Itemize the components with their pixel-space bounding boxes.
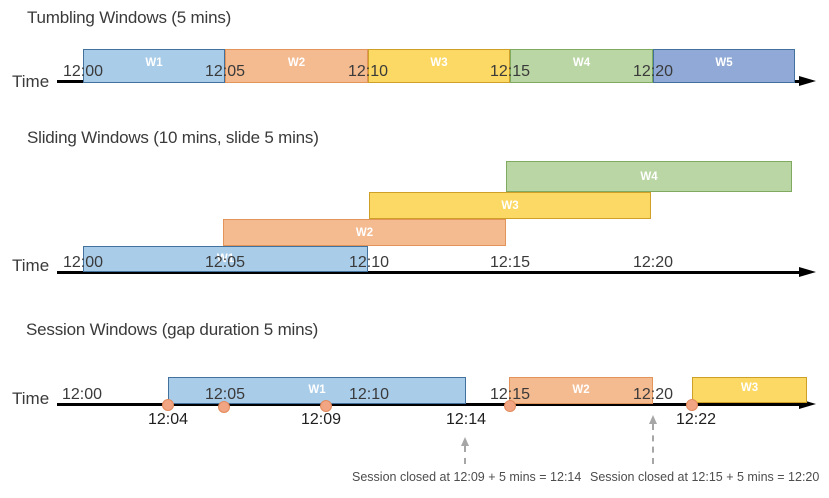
- tumbling-window-w4: W4: [510, 49, 653, 83]
- tick-label: 12:10: [347, 63, 389, 80]
- window-label: W3: [740, 382, 759, 394]
- window-label: W3: [501, 199, 519, 212]
- tick-label: 12:00: [62, 254, 104, 271]
- session-window-w1: W1: [168, 377, 466, 404]
- session-window-w3: W3: [692, 377, 807, 403]
- window-label: W2: [572, 384, 590, 396]
- tick-label: 12:10: [348, 386, 390, 403]
- window-label: W4: [640, 170, 658, 183]
- time-axis-label: Time: [12, 389, 50, 408]
- tick-label: 12:05: [204, 254, 246, 271]
- sliding-window-w3: W3: [369, 192, 651, 219]
- window-label: W2: [355, 226, 374, 239]
- window-label: W1: [216, 253, 235, 265]
- tick-label: 12:20: [632, 254, 674, 271]
- timeline-arrow-icon: [799, 399, 816, 409]
- session-closed-annotation: Session closed at 12:09 + 5 mins = 12:14: [352, 470, 582, 484]
- event-dot: [504, 400, 516, 412]
- tick-label: 12:00: [61, 386, 103, 403]
- tick-label: 12:00: [62, 63, 104, 80]
- tumbling-window-w1: W1: [83, 49, 225, 83]
- tick-label: 12:10: [348, 254, 390, 271]
- tumbling-window-w5: W5: [653, 49, 795, 83]
- sliding-window-w1: W1: [83, 246, 368, 272]
- window-label: W1: [308, 384, 326, 396]
- window-label: W1: [145, 57, 163, 69]
- event-dot: [320, 400, 332, 412]
- session-closed-annotation: Session closed at 12:15 + 5 mins = 12:20: [590, 470, 820, 484]
- tumbling-title: Tumbling Windows (5 mins): [27, 8, 232, 27]
- tick-label: 12:15: [489, 386, 531, 403]
- event-dot: [162, 399, 174, 411]
- time-axis-label: Time: [12, 256, 50, 275]
- tumbling-window-w3: W3: [368, 49, 510, 83]
- window-label: W3: [430, 57, 448, 69]
- tick-label: 12:15: [489, 254, 531, 271]
- tick-label: 12:15: [489, 63, 531, 80]
- event-dot: [686, 399, 698, 411]
- window-label: W5: [715, 57, 733, 69]
- tick-label: 12:20: [632, 386, 674, 403]
- sliding-window-w4: W4: [506, 161, 792, 192]
- tick-label: 12:20: [632, 63, 674, 80]
- sliding-window-w2: W2: [223, 219, 506, 246]
- event-time-label: 12:09: [300, 411, 342, 428]
- timeline: [57, 403, 800, 406]
- window-label: W4: [572, 57, 591, 69]
- timeline: [57, 271, 800, 274]
- session-window-w2: W2: [509, 377, 653, 404]
- session-title: Session Windows (gap duration 5 mins): [26, 320, 319, 339]
- event-time-label: 12:22: [675, 411, 717, 428]
- event-time-label: 12:04: [147, 411, 189, 428]
- timeline-arrow-icon: [799, 76, 816, 86]
- tick-label: 12:05: [204, 386, 246, 403]
- window-label: W2: [287, 57, 306, 69]
- up-arrow-icon: [649, 415, 657, 464]
- timeline-arrow-icon: [799, 267, 816, 277]
- time-axis-label: Time: [12, 72, 50, 91]
- tick-label: 12:05: [204, 63, 246, 80]
- tumbling-window-w2: W2: [225, 49, 368, 83]
- event-time-label: 12:14: [445, 411, 487, 428]
- sliding-title: Sliding Windows (10 mins, slide 5 mins): [27, 128, 319, 147]
- up-arrow-icon: [461, 437, 469, 464]
- event-dot: [218, 401, 230, 413]
